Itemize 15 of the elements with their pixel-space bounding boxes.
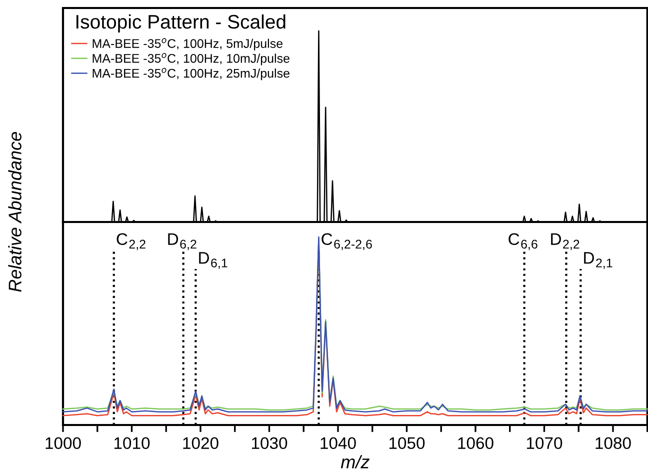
legend-label: MA-BEE -35$^{o}$C, 100Hz, 25mJ/pulse [92, 68, 290, 80]
x-tick-label: 1020 [183, 437, 218, 450]
x-tick-label: 1070 [526, 437, 562, 450]
y-axis-title: Relative Abundance [8, 132, 22, 292]
legend-label: MA-BEE -35$^{o}$C, 100Hz, 10mJ/pulse [92, 53, 290, 66]
x-tick-label: 1040 [320, 437, 356, 450]
x-tick-label: 1050 [389, 437, 425, 450]
x-tick-label: 1030 [252, 437, 288, 450]
x-tick-label: 1060 [458, 437, 494, 450]
legend-label: MA-BEE -35$^{o}$C, 100Hz, 5mJ/pulse [92, 38, 282, 50]
chart-title: Isotopic Pattern - Scaled [76, 14, 286, 33]
x-tick-label: 1080 [596, 437, 631, 450]
x-tick-label: 1010 [114, 437, 150, 450]
x-tick-label: 1000 [46, 437, 81, 450]
x-axis-title: m/z [340, 455, 370, 468]
